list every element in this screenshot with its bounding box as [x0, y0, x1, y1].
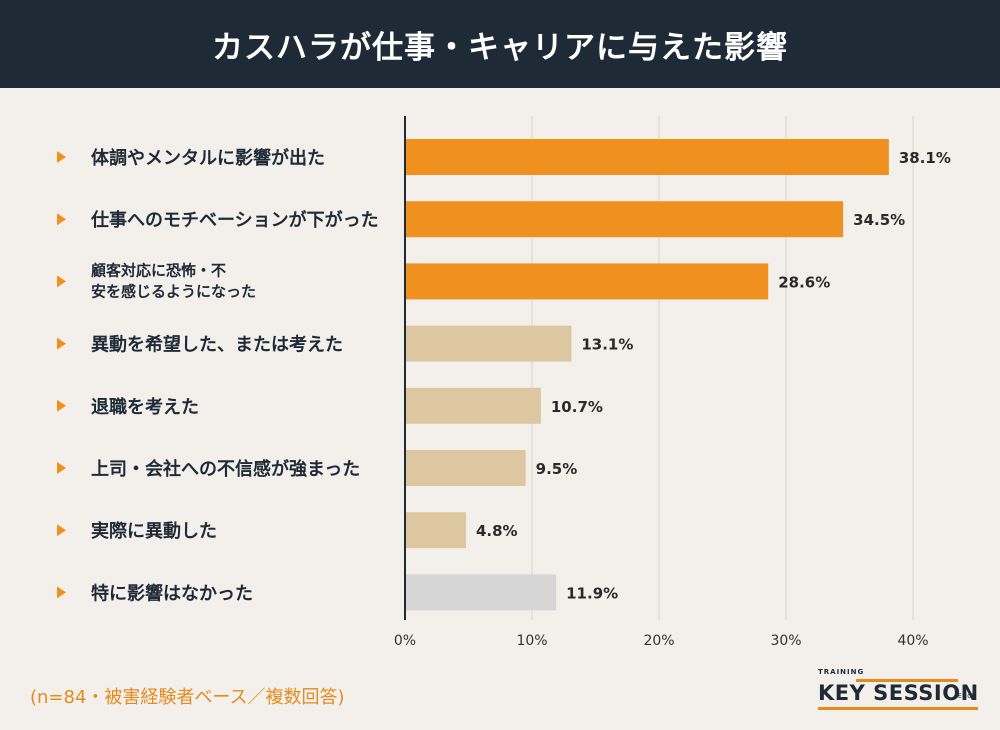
header-banner: カスハラが仕事・キャリアに与えた影響 [0, 0, 1000, 88]
category-label: 特に影響はなかった [91, 582, 253, 604]
x-tick-label: 10% [516, 633, 547, 649]
category-labels: 体調やメンタルに影響が出た仕事へのモチベーションが下がった顧客対応に恐怖・不安を… [57, 147, 379, 604]
bars: 38.1% 34.5% 28.6% 13.1% 10.7% 9.5% 4.8% 11.9% [405, 139, 951, 611]
bar [405, 201, 844, 238]
bullet-icon [57, 586, 66, 599]
category-label: 異動を希望した、または考えた [91, 334, 343, 356]
category-label: 安を感じるようになった [91, 282, 256, 300]
logo-main-text: KEY SESSION [818, 681, 979, 705]
key-session-logo: TRAINING KEY SESSION ENCY [818, 668, 978, 714]
category-label: 退職を考えた [91, 396, 199, 418]
x-tick-label: 0% [394, 633, 416, 649]
category-label: 上司・会社への不信感が強まった [91, 458, 360, 480]
category-label: 実際に異動した [91, 520, 217, 542]
data-label: 28.6% [778, 273, 830, 291]
logo-small-text: TRAINING [818, 668, 865, 676]
bar-chart: 38.1% 34.5% 28.6% 13.1% 10.7% 9.5% 4.8% 11.9% 体… [57, 116, 951, 649]
data-label: 9.5% [536, 460, 578, 478]
logo-suffix-text: ENCY [958, 693, 977, 700]
page-title: カスハラが仕事・キャリアに与えた影響 [212, 29, 788, 66]
data-label: 38.1% [899, 149, 951, 167]
bullet-icon [57, 399, 66, 412]
x-tick-label: 30% [770, 633, 801, 649]
category-label: 仕事へのモチベーションが下がった [90, 209, 379, 231]
bullet-icon [57, 462, 66, 474]
bullet-icon [57, 151, 66, 163]
bar [405, 325, 572, 362]
bar [405, 387, 541, 424]
bullet-icon [57, 275, 66, 288]
x-axis-ticks: 0% 10% 20% 30% 40% [394, 116, 929, 649]
x-tick-label: 20% [643, 633, 674, 649]
bullet-icon [57, 524, 66, 537]
data-label: 10.7% [551, 398, 603, 416]
data-label: 4.8% [476, 522, 518, 540]
data-label: 11.9% [566, 584, 618, 602]
data-label: 34.5% [853, 211, 905, 229]
bar [405, 512, 466, 549]
footnote: (n=84・被害経験者ベース／複数回答) [30, 687, 345, 708]
bullet-icon [57, 213, 66, 226]
bar [405, 139, 889, 175]
category-label: 体調やメンタルに影響が出た [91, 147, 325, 169]
x-tick-label: 40% [897, 633, 928, 649]
bar [405, 450, 526, 486]
data-label: 13.1% [581, 336, 633, 354]
bar [405, 574, 557, 611]
logo-top-bar [856, 679, 958, 682]
bar [405, 263, 769, 300]
bullet-icon [57, 337, 66, 350]
logo-bottom-bar [818, 707, 978, 710]
grid-lines [531, 116, 914, 620]
category-label: 顧客対応に恐怖・不 [91, 261, 226, 279]
